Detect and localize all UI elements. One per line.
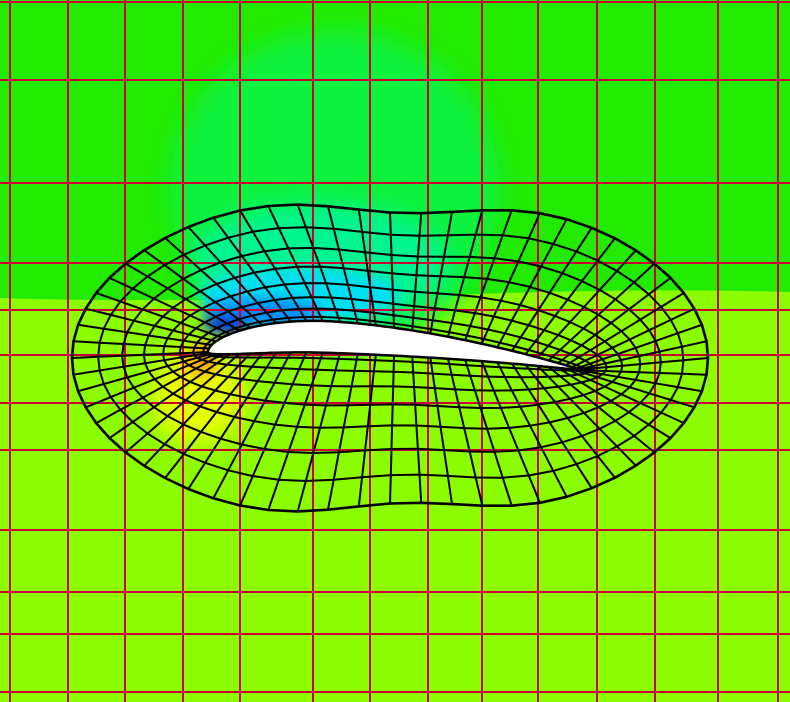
body-grid-radial-line — [73, 340, 209, 350]
body-grid-radial-line — [164, 352, 264, 479]
body-grid-radial-line — [327, 206, 359, 324]
body-grid-radial-line — [77, 352, 212, 393]
body-grid-radial-line — [389, 212, 395, 328]
body-grid-radial-line — [480, 212, 541, 345]
body-grid-radial-line — [109, 276, 231, 336]
body-grid-radial-line — [579, 357, 709, 371]
body-grid-radial-line — [187, 226, 277, 324]
body-grid-radial-line — [524, 364, 616, 479]
body-grid-radial-line — [557, 367, 672, 439]
body-grid-radial-line — [164, 237, 264, 326]
airfoil-shape — [206, 319, 582, 372]
body-grid-radial-line — [296, 352, 341, 512]
body-grid-radial-line — [296, 204, 341, 323]
body-grid-radial-line — [73, 352, 210, 376]
body-grid-radial-line — [95, 353, 223, 424]
body-grid-radial-line — [557, 277, 672, 364]
body-grid-radial-line — [267, 205, 324, 322]
body-grid-radial-line — [125, 262, 240, 332]
body-grid-radial-line — [480, 360, 541, 504]
body-grid-radial-line — [143, 352, 251, 467]
body-grid-radial-line — [357, 209, 377, 326]
body-grid-radial-line — [511, 363, 593, 489]
body-grid-radial-line — [85, 353, 217, 409]
body-grid-radial-line — [389, 355, 395, 504]
body-grid-radial-line — [537, 365, 637, 467]
body-grid-radial-line — [357, 354, 377, 507]
body-grid-radial-line — [429, 357, 453, 505]
body-grid-radial-line — [239, 209, 308, 322]
body-grid-radial-line — [187, 352, 277, 490]
body-grid-ring-line — [142, 265, 642, 430]
body-grid-radial-line — [496, 361, 568, 498]
body-grid-radial-line — [239, 352, 308, 506]
body-grid-radial-line — [511, 227, 593, 352]
body-grid-radial-line — [447, 358, 484, 506]
body-grid-radial-line — [464, 359, 513, 507]
body-grid-radial-line — [267, 352, 324, 511]
body-grid-radial-line — [212, 352, 292, 499]
body-grid-radial-line — [548, 262, 656, 362]
body-grid-radial-line — [496, 218, 568, 348]
body-grid-ring-line — [121, 246, 662, 454]
body-grid-radial-line — [447, 210, 484, 337]
body-grid-radial-line — [85, 307, 217, 343]
body-grid-ring-line — [178, 296, 608, 392]
body-grid-radial-line — [524, 237, 616, 355]
airfoil-body-grid — [70, 203, 710, 513]
body-grid-radial-line — [571, 307, 695, 369]
body-grid-radial-line — [411, 356, 423, 503]
body-grid-radial-line — [143, 249, 251, 329]
body-grid-radial-line — [537, 249, 637, 359]
body-grid-radial-line — [411, 213, 423, 331]
body-grid-ring-line — [97, 226, 685, 482]
body-grid-radial-line — [77, 323, 212, 346]
body-grid-radial-line — [124, 353, 240, 454]
body-grid-radial-line — [429, 211, 453, 334]
body-grid-radial-line — [327, 353, 359, 510]
body-grid-radial-line — [548, 366, 656, 454]
body-grid-radial-line — [464, 209, 513, 341]
body-grid-radial-line — [71, 351, 209, 359]
body-grid-radial-line — [578, 340, 707, 371]
body-grid-radial-line — [565, 292, 685, 367]
body-grid-ring-line — [192, 307, 595, 379]
body-grid-radial-line — [571, 368, 695, 409]
body-grid-radial-line — [108, 353, 231, 439]
body-grid-radial-line — [212, 217, 292, 323]
body-grid-radial-line — [565, 367, 685, 424]
body-grid-radial-line — [579, 369, 707, 376]
body-grid-ring-line — [162, 282, 624, 409]
body-grid-radial-line — [95, 291, 223, 339]
body-grid-radial-line — [576, 323, 703, 370]
